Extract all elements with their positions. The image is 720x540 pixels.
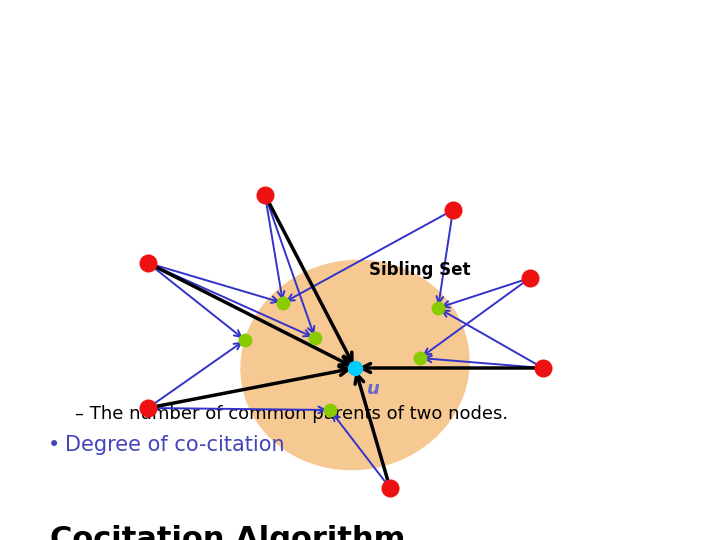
Text: – The number of common parents of two nodes.: – The number of common parents of two no…	[75, 405, 508, 423]
Text: •: •	[48, 435, 60, 455]
Text: Degree of co-citation: Degree of co-citation	[65, 435, 284, 455]
Text: Sibling Set: Sibling Set	[369, 261, 471, 279]
Text: u: u	[367, 380, 380, 398]
Ellipse shape	[240, 260, 469, 470]
Text: Cocitation Algorithm: Cocitation Algorithm	[50, 525, 405, 540]
